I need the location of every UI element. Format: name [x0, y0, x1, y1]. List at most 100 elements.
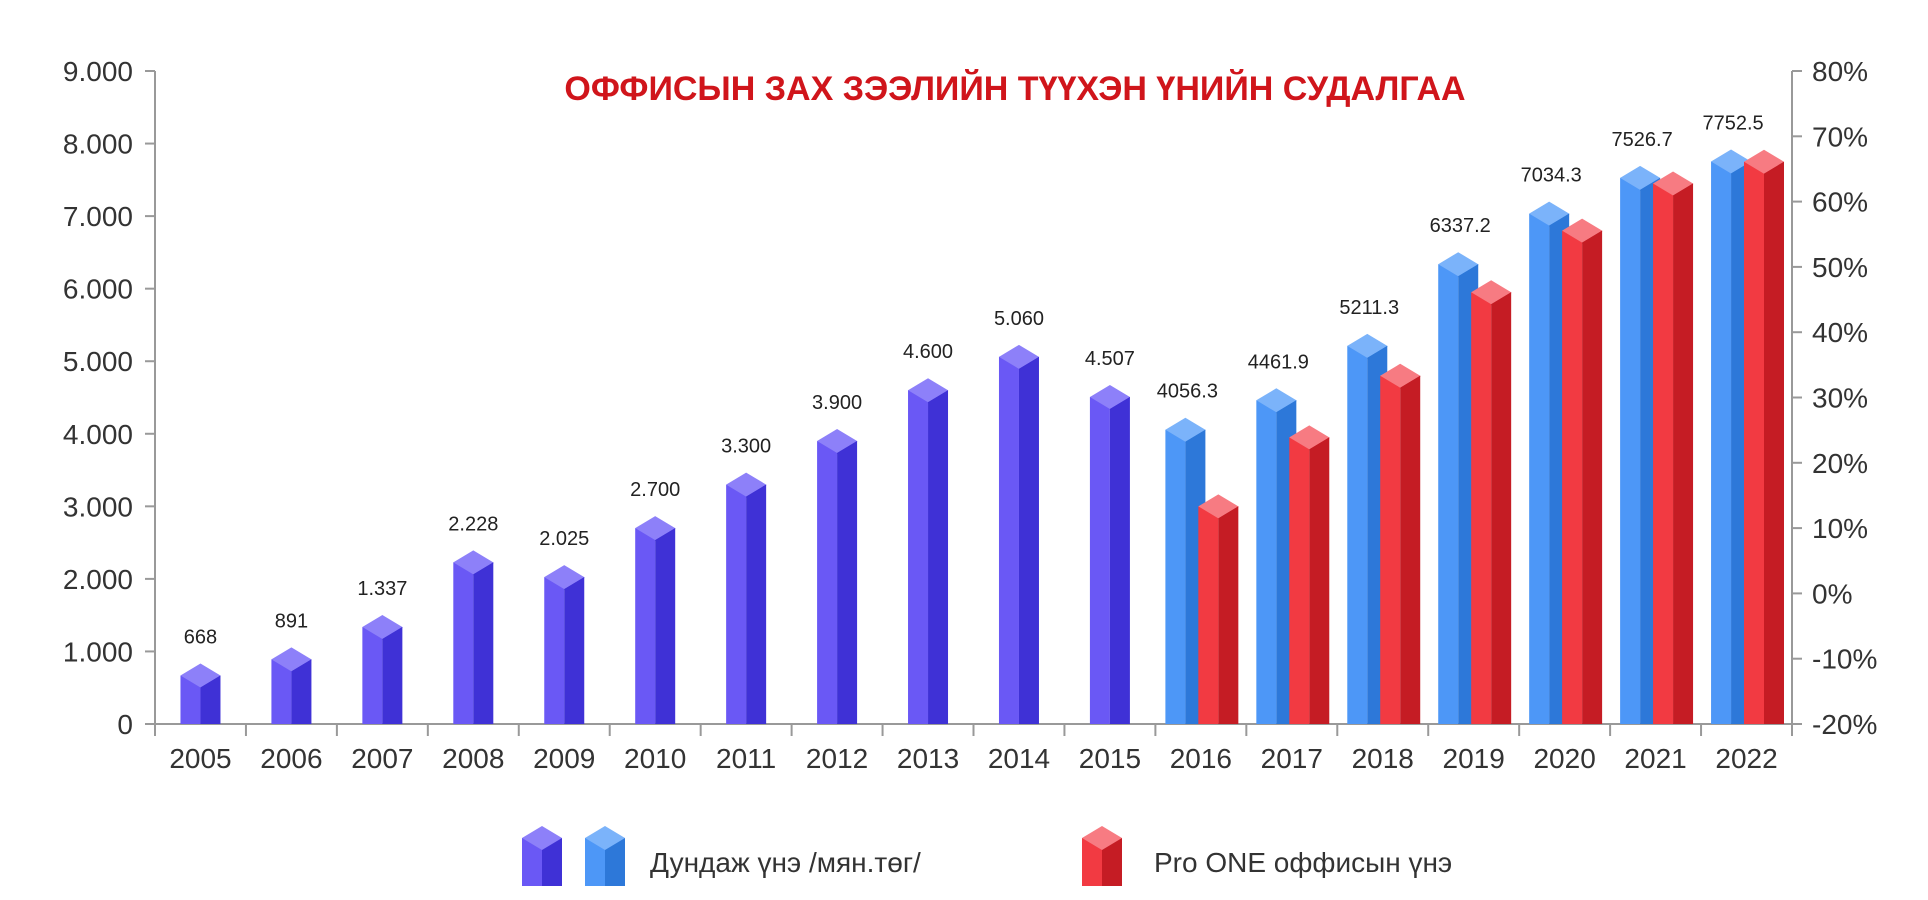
x-tick-label: 2010	[624, 743, 686, 774]
bar-avg-2010-front	[635, 528, 656, 724]
bar-avg-2019-front	[1438, 264, 1459, 724]
y-tick-label: 4.000	[63, 419, 133, 450]
x-tick-label: 2021	[1624, 743, 1686, 774]
bar-avg-2007-cap-edge	[382, 626, 403, 640]
bar-pro-2021	[1653, 171, 1694, 724]
x-tick-label: 2008	[442, 743, 504, 774]
bar-avg-2018-front	[1347, 345, 1368, 724]
bar-avg-2015-cap-edge	[1109, 396, 1130, 410]
x-tick-label: 2017	[1261, 743, 1323, 774]
bar-avg-2021-cap-edge	[1640, 177, 1661, 191]
y-tick-label: 6.000	[63, 274, 133, 305]
y2-tick-label: 50%	[1812, 252, 1868, 283]
bar-avg-2015-side	[1109, 396, 1130, 724]
bar-avg-2008-front	[453, 562, 474, 724]
bar-pro-2021-cap-edge	[1673, 183, 1694, 197]
y-tick-label: 0	[117, 709, 133, 740]
y2-tick-label: 80%	[1812, 56, 1868, 87]
data-label-2015: 4.507	[1085, 348, 1135, 370]
bar-pro-2022-side	[1764, 161, 1784, 724]
data-label-2014: 5.060	[994, 308, 1044, 330]
legend-swatch-avg-early-cap	[522, 826, 562, 850]
bar-avg-2013-front	[908, 390, 929, 724]
bar-pro-2021-side	[1673, 183, 1694, 724]
bar-pro-2017-side	[1309, 437, 1330, 724]
data-label-2018: 5211.3	[1339, 297, 1399, 319]
bar-avg-2011	[726, 472, 767, 724]
legend-swatch-pro-side	[1102, 838, 1122, 886]
data-label-2020: 7034.3	[1521, 165, 1582, 187]
bar-avg-2012-side	[837, 441, 858, 724]
bar-pro-2016-cap-edge	[1218, 506, 1239, 520]
bar-avg-2005	[180, 663, 221, 724]
bar-avg-2021-front	[1620, 177, 1641, 724]
bars: 668 891 1.337 2.228 2.025 2.700 3.300 3.900 4.60…	[180, 113, 1784, 725]
x-tick-label: 2006	[260, 743, 322, 774]
y2-tick-label: 10%	[1812, 513, 1868, 544]
bar-avg-2012-front	[817, 441, 838, 724]
data-label-2019: 6337.2	[1430, 215, 1491, 237]
y2-tick-label: -10%	[1812, 644, 1877, 675]
legend-swatch-avg-late-front	[585, 838, 605, 886]
bar-pro-2022	[1744, 149, 1784, 724]
bar-avg-2014-front	[998, 356, 1019, 724]
bar-avg-2007-front	[362, 626, 383, 724]
bar-avg-2010-cap-edge	[655, 528, 676, 542]
bar-avg-2014-cap-edge	[1018, 356, 1039, 370]
bar-pro-2017-cap-edge	[1309, 437, 1330, 451]
bar-avg-2013	[908, 378, 949, 724]
y2-tick-label: 0%	[1812, 578, 1852, 609]
data-label-2005: 668	[184, 627, 217, 649]
bar-avg-2006-side	[291, 659, 312, 724]
data-label-2008: 2.228	[448, 513, 498, 535]
chart-title: ОФФИСЫН ЗАХ ЗЭЭЛИЙН ТҮҮХЭН ҮНИЙН СУДАЛГА…	[564, 69, 1465, 108]
legend-swatch-avg-early-side	[542, 838, 562, 886]
bar-avg-2008-side	[473, 562, 494, 724]
bar-pro-2016-front	[1198, 506, 1219, 724]
bar-avg-2013-side	[928, 390, 949, 724]
bar-avg-2022-front	[1711, 161, 1732, 724]
y-tick-label: 8.000	[63, 129, 133, 160]
bar-avg-2010-side	[655, 528, 676, 724]
x-tick-label: 2020	[1533, 743, 1595, 774]
bar-avg-2008-cap-edge	[473, 562, 494, 576]
y-tick-label: 9.000	[63, 56, 133, 87]
bar-pro-2020-front	[1562, 230, 1583, 724]
bar-avg-2007-side	[382, 626, 403, 724]
bar-avg-2015-front	[1089, 396, 1110, 724]
x-tick-label: 2011	[716, 743, 776, 774]
bar-avg-2008	[453, 550, 494, 724]
bar-pro-2019-cap-edge	[1491, 292, 1512, 306]
x-tick-label: 2018	[1352, 743, 1414, 774]
bar-avg-2016-front	[1165, 429, 1186, 724]
data-label-2007: 1.337	[357, 578, 407, 600]
y2-tick-label: -20%	[1812, 709, 1877, 740]
bar-avg-2017-front	[1256, 400, 1277, 724]
bar-avg-2012	[817, 429, 858, 724]
legend-swatch-avg-early-front	[522, 838, 542, 886]
y2-tick-label: 40%	[1812, 317, 1868, 348]
x-tick-label: 2007	[351, 743, 413, 774]
bar-pro-2018-front	[1380, 375, 1401, 724]
bar-pro-2021-front	[1653, 183, 1674, 724]
bar-avg-2009-side	[564, 577, 585, 724]
y-tick-label: 5.000	[63, 346, 133, 377]
bar-pro-2022-cap-edge	[1764, 161, 1784, 175]
data-label-2012: 3.900	[812, 392, 862, 414]
legend-swatch-pro	[1082, 826, 1122, 886]
y2-tick-label: 60%	[1812, 187, 1868, 218]
bar-avg-2005-front	[180, 675, 201, 724]
bar-avg-2006	[271, 647, 312, 724]
bar-pro-2018	[1380, 363, 1421, 724]
legend-label-pro: Pro ONE оффисын үнэ	[1154, 847, 1452, 878]
legend-swatch-pro-cap	[1082, 826, 1122, 850]
bar-avg-2006-cap-edge	[291, 659, 312, 673]
bar-pro-2017-front	[1289, 437, 1310, 724]
x-tick-label: 2014	[988, 743, 1050, 774]
data-label-2013: 4.600	[903, 341, 953, 363]
bar-pro-2016-side	[1218, 506, 1239, 724]
bar-pro-2018-cap-edge	[1400, 375, 1421, 389]
x-tick-label: 2009	[533, 743, 595, 774]
